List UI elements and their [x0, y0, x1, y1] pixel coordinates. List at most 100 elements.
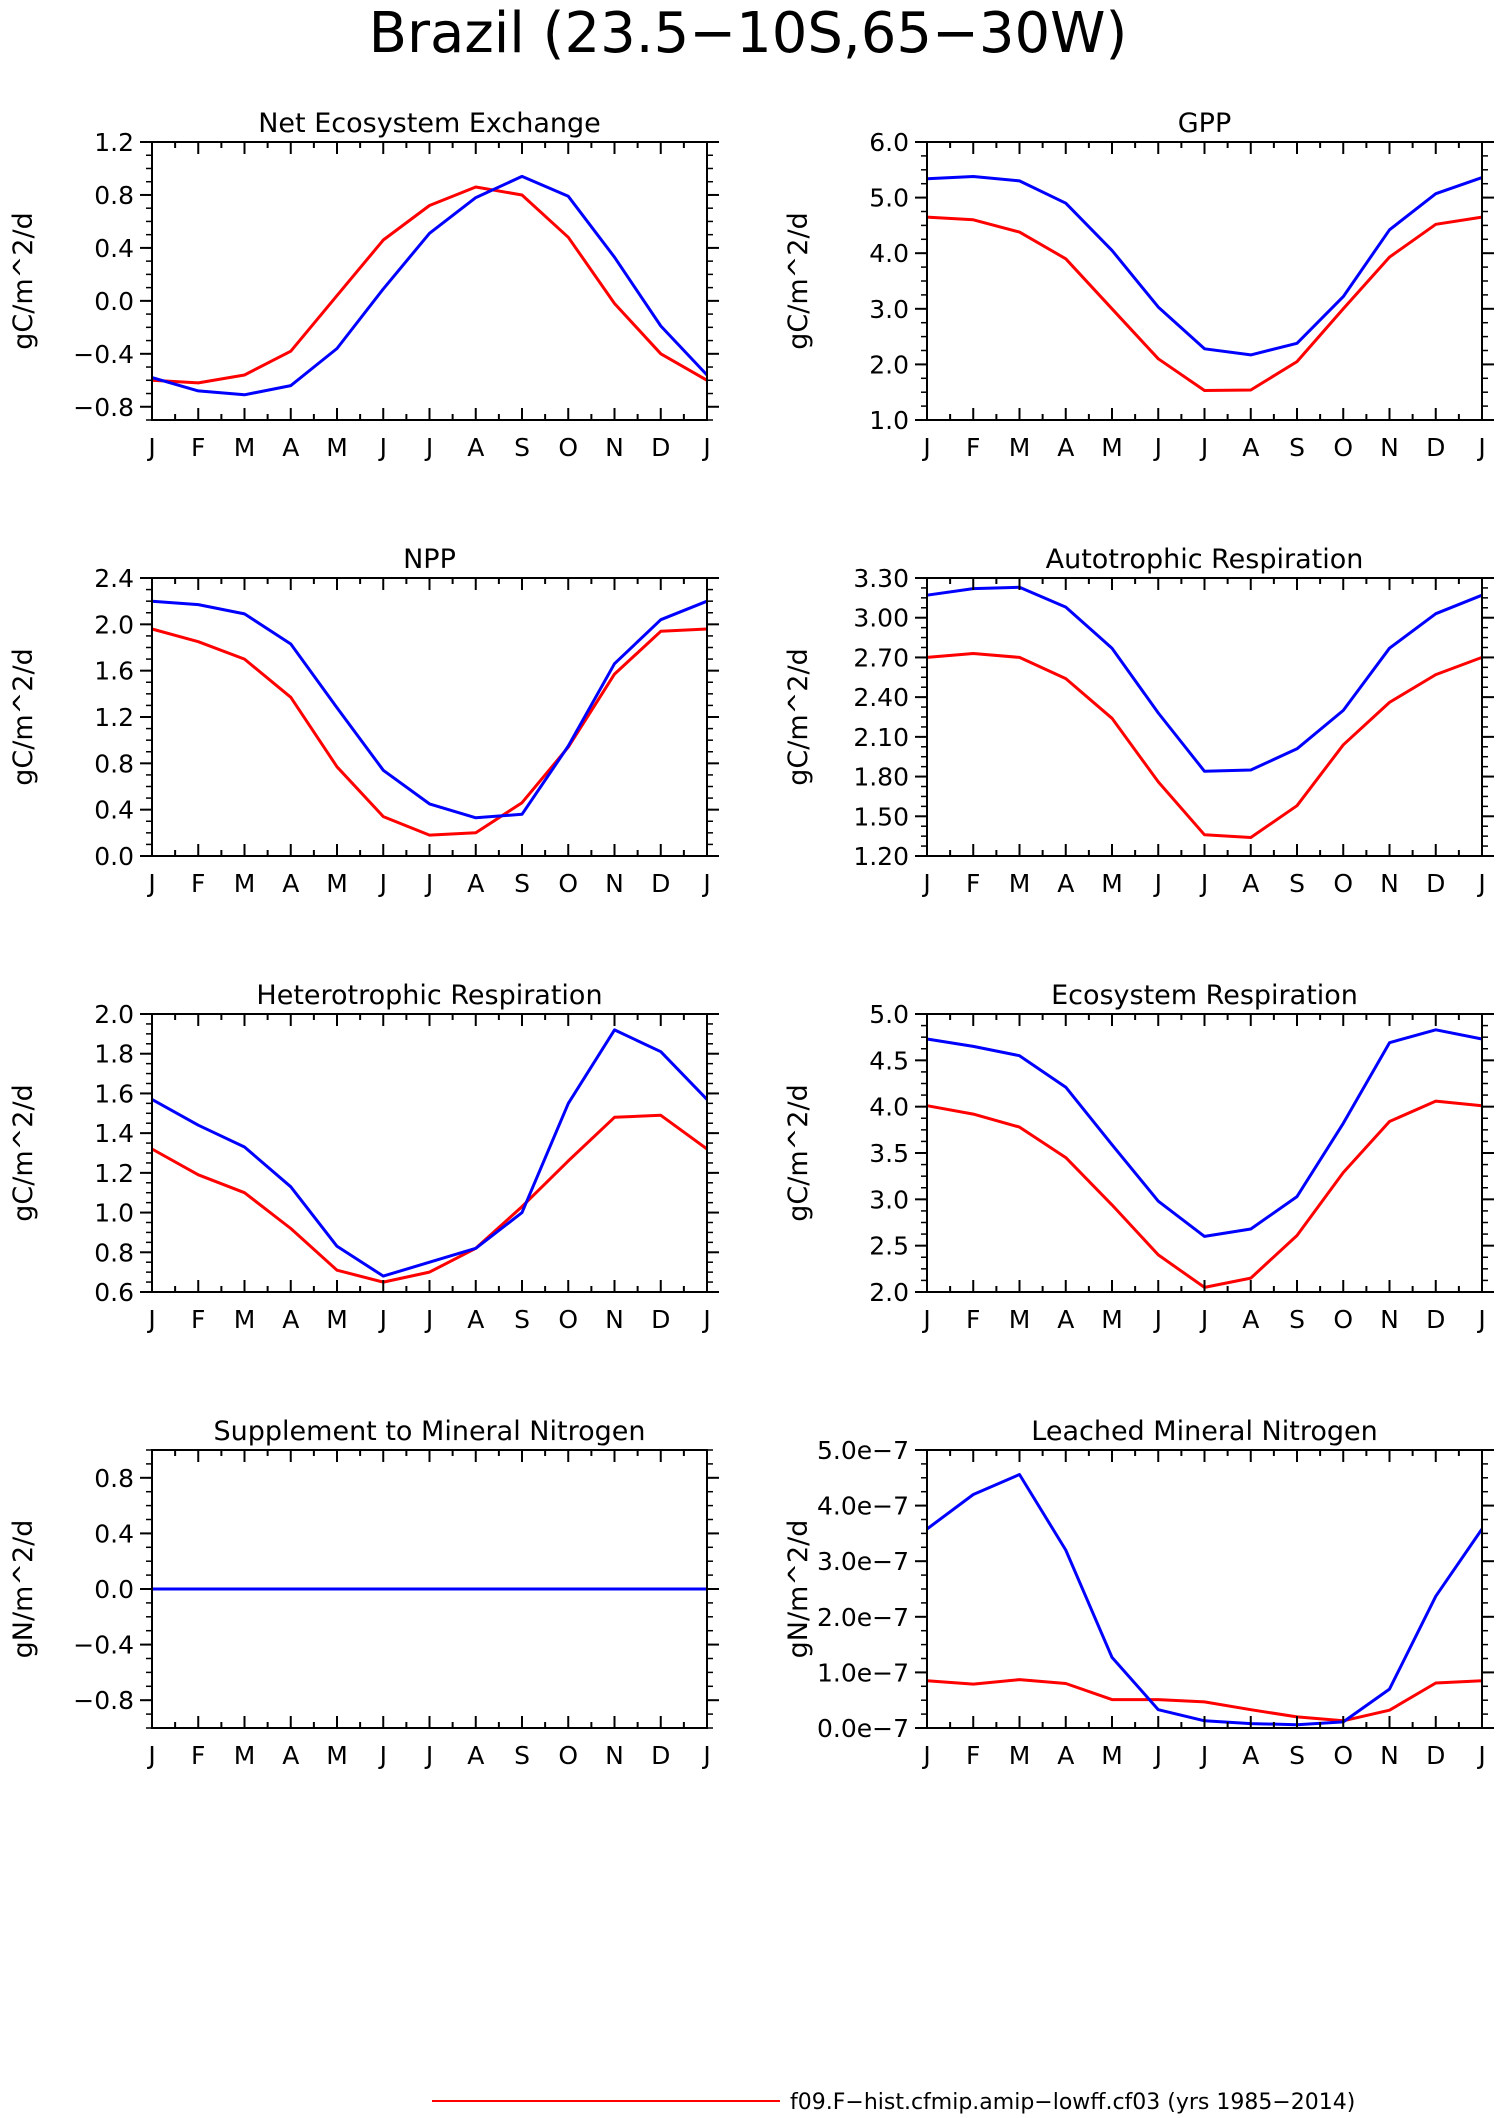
x-tick-label: D — [651, 1305, 670, 1334]
y-tick-label: 2.10 — [853, 723, 909, 752]
x-tick-label: J — [701, 1305, 710, 1334]
y-tick-label: 0.6 — [94, 1278, 134, 1307]
x-tick-label: M — [326, 869, 348, 898]
x-tick-label: F — [966, 1305, 980, 1334]
y-axis-label: gN/m^2/d — [783, 1520, 814, 1659]
plot-frame — [926, 1449, 1483, 1729]
x-tick-label: D — [1426, 1305, 1445, 1334]
series-line-blue — [151, 174, 709, 397]
x-tick-label: O — [558, 1305, 578, 1334]
chart-title: Ecosystem Respiration — [1051, 980, 1358, 1011]
x-tick-label: A — [1242, 1741, 1259, 1770]
y-tick-label: 1.0 — [94, 1199, 134, 1228]
x-tick-label: J — [1476, 433, 1485, 462]
y-tick-label: 3.5 — [869, 1139, 909, 1168]
y-tick-label: 1.2 — [94, 1159, 134, 1188]
x-tick-label: M — [234, 433, 256, 462]
x-tick-label: O — [1333, 1741, 1353, 1770]
x-tick-label: J — [424, 869, 433, 898]
x-tick-label: J — [1199, 1305, 1208, 1334]
x-tick-label: J — [1199, 869, 1208, 898]
x-tick-label: O — [558, 869, 578, 898]
y-tick-label: 3.0 — [869, 1185, 909, 1214]
y-tick-label: 0.4 — [94, 796, 134, 825]
chart-title: Autotrophic Respiration — [1046, 544, 1364, 575]
x-tick-label: N — [605, 1305, 624, 1334]
x-tick-label: M — [326, 433, 348, 462]
x-tick-label: J — [1153, 1305, 1162, 1334]
series-line-red — [151, 627, 708, 837]
x-tick-label: J — [701, 869, 710, 898]
y-tick-label: 1.8 — [94, 1040, 134, 1069]
x-tick-label: J — [378, 433, 387, 462]
x-tick-label: S — [1289, 1741, 1305, 1770]
x-tick-label: N — [605, 869, 624, 898]
x-tick-label: O — [1333, 433, 1353, 462]
chart-title: Net Ecosystem Exchange — [258, 108, 601, 139]
y-tick-label: 4.5 — [869, 1046, 909, 1075]
x-tick-label: A — [467, 1741, 484, 1770]
series-line-blue — [926, 585, 1483, 773]
x-tick-label: A — [282, 1741, 299, 1770]
x-tick-label: O — [1333, 869, 1353, 898]
series-line-red — [926, 652, 1483, 839]
x-tick-label: N — [605, 433, 624, 462]
y-tick-label: 1.4 — [94, 1119, 134, 1148]
x-tick-label: A — [1242, 869, 1259, 898]
x-tick-label: A — [467, 1305, 484, 1334]
x-tick-label: M — [1101, 433, 1123, 462]
x-tick-label: J — [378, 1305, 387, 1334]
x-tick-label: S — [514, 869, 530, 898]
x-tick-label: J — [424, 1305, 433, 1334]
y-tick-label: 2.40 — [853, 683, 909, 712]
y-tick-label: 2.5 — [869, 1232, 909, 1261]
y-tick-label: 2.0e−7 — [817, 1603, 909, 1632]
x-tick-label: D — [651, 1741, 670, 1770]
y-tick-label: 1.50 — [853, 802, 909, 831]
y-tick-label: 0.0 — [94, 842, 134, 871]
series-line-red — [926, 1099, 1483, 1289]
x-tick-label: M — [1009, 1741, 1031, 1770]
x-tick-label: J — [378, 869, 387, 898]
y-tick-label: 5.0e−7 — [817, 1436, 909, 1465]
x-tick-label: M — [1009, 869, 1031, 898]
x-tick-label: J — [1199, 1741, 1208, 1770]
x-tick-label: D — [651, 433, 670, 462]
y-tick-label: −0.8 — [73, 393, 134, 422]
y-tick-label: 2.4 — [94, 564, 134, 593]
x-tick-label: A — [1057, 869, 1074, 898]
x-tick-label: S — [514, 1305, 530, 1334]
x-tick-label: D — [651, 869, 670, 898]
x-tick-label: J — [921, 1305, 930, 1334]
x-tick-label: O — [1333, 1305, 1353, 1334]
x-tick-label: M — [1101, 1741, 1123, 1770]
x-tick-label: A — [282, 869, 299, 898]
x-tick-label: D — [1426, 869, 1445, 898]
y-tick-label: 0.0e−7 — [817, 1714, 909, 1743]
x-tick-label: J — [424, 433, 433, 462]
x-tick-label: J — [921, 433, 930, 462]
y-tick-label: −0.8 — [73, 1686, 134, 1715]
chart-panel: Supplement to Mineral Nitrogen gN/m^2/d J F… — [8, 1416, 719, 1770]
series-line-red — [926, 1678, 1483, 1723]
x-tick-label: J — [424, 1741, 433, 1770]
x-tick-label: J — [921, 1741, 930, 1770]
x-tick-label: F — [191, 869, 205, 898]
series-line-red — [151, 185, 708, 385]
x-tick-label: F — [191, 1305, 205, 1334]
x-tick-label: O — [558, 1741, 578, 1770]
y-tick-label: 0.8 — [94, 749, 134, 778]
plot-frame — [926, 577, 1483, 857]
x-tick-label: N — [1380, 1305, 1399, 1334]
x-tick-label: J — [1153, 1741, 1162, 1770]
y-tick-label: −0.4 — [73, 340, 134, 369]
y-axis-label: gC/m^2/d — [8, 212, 39, 349]
plot-frame — [151, 577, 708, 857]
y-tick-label: 1.2 — [94, 128, 134, 157]
x-tick-label: S — [514, 1741, 530, 1770]
